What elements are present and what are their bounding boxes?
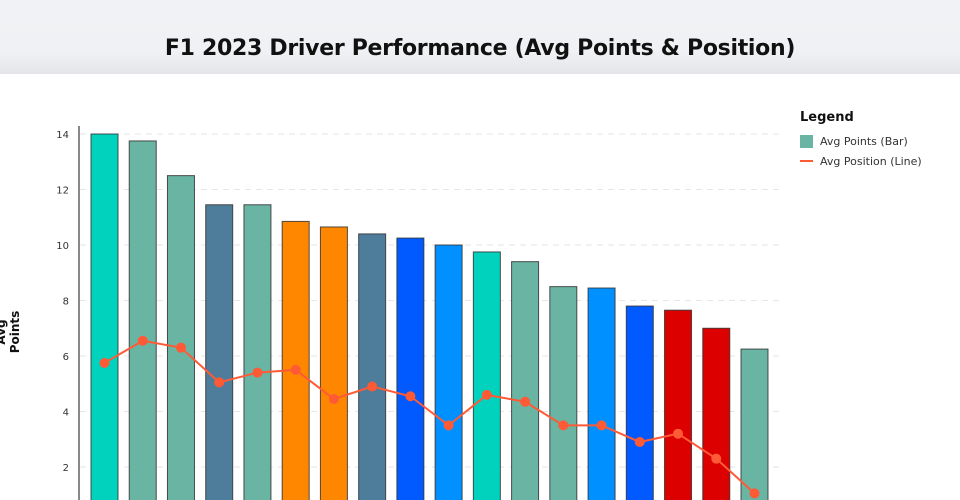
chart-title: F1 2023 Driver Performance (Avg Points &… [164,36,796,61]
line-point [214,377,225,388]
bar-series [90,133,769,500]
bar [549,286,578,500]
line-point [520,396,531,407]
bar [90,133,119,500]
y-tick-labels: 2 4 6 8 10 12 14 [56,130,69,474]
bar [702,327,731,500]
bar [281,220,310,500]
bar [243,204,272,500]
bar [319,226,348,500]
bar [166,175,195,500]
legend-item-bar: Avg Points (Bar) [800,131,922,151]
line-point [673,428,684,439]
y-tick-label: 4 [63,408,69,419]
legend-title: Legend [800,110,854,125]
line-point [711,453,722,464]
line-point [481,389,492,400]
legend: Legend Avg Points (Bar) Avg Position (Li… [800,110,922,171]
bar [664,309,693,500]
line-point [290,364,301,375]
bar [434,244,463,500]
bar [472,251,501,500]
y-tick-label: 14 [56,130,69,141]
bar [511,261,540,500]
line-point [175,342,186,353]
bar [205,204,234,500]
legend-swatch-bar [800,134,813,148]
line-point [634,437,645,448]
bar [396,237,425,500]
line-point [405,391,416,402]
y-tick-label: 8 [63,297,69,308]
line-point [99,357,110,368]
legend-label-bar: Avg Points (Bar) [820,134,908,148]
line-point [558,420,569,431]
line-point [252,367,263,378]
line-point [137,335,148,346]
bar [740,348,769,500]
legend-swatch-line [800,160,813,162]
line-path [103,339,756,495]
y-tick-label: 10 [56,241,69,252]
bar [587,287,616,500]
line-point [443,420,454,431]
y-tick-label: 6 [63,352,69,363]
legend-label-line: Avg Position (Line) [820,154,922,168]
title-bar [0,0,960,74]
y-tick-label: 12 [56,186,69,197]
line-point [328,394,339,405]
line-point [596,420,607,431]
legend-item-line: Avg Position (Line) [800,151,922,171]
bar [128,140,157,500]
line-point [749,488,760,499]
y-tick-label: 2 [63,463,69,474]
line-series [99,335,760,499]
bar [358,233,387,500]
line-point [367,381,378,392]
bar [625,305,654,500]
